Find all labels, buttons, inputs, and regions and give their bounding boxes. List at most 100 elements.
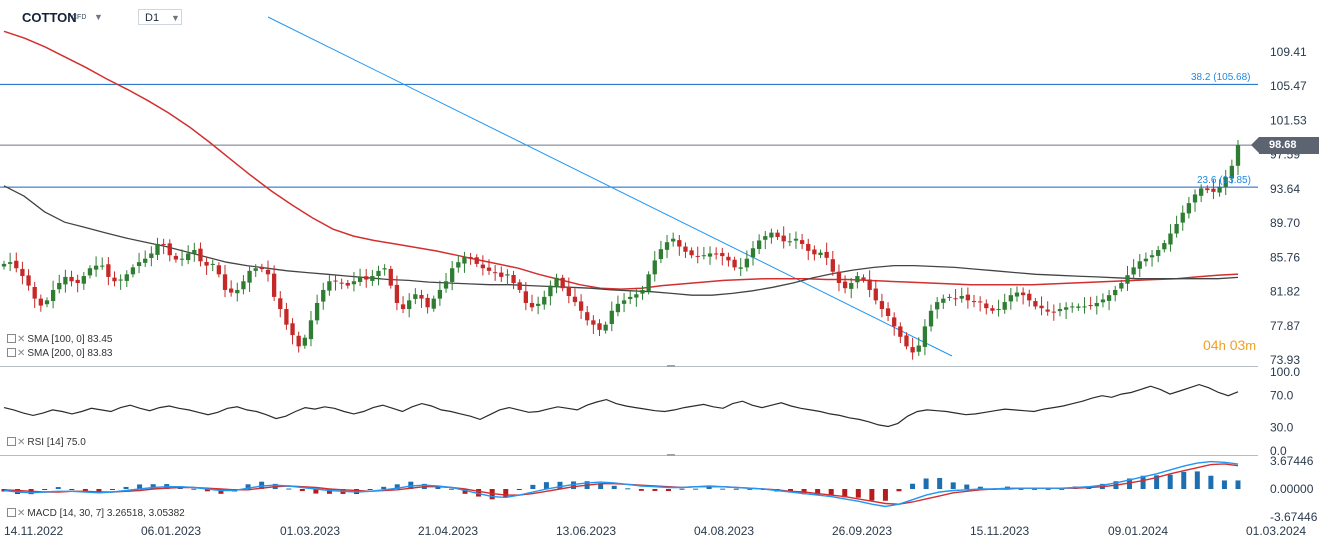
settings-icon[interactable] — [7, 334, 16, 343]
candle-body — [542, 296, 547, 305]
candle-body — [1076, 306, 1081, 308]
candle-body — [75, 279, 80, 283]
candle-body — [241, 281, 246, 290]
candle-body — [720, 252, 725, 257]
macd-histogram-bar — [842, 489, 848, 498]
macd-histogram-bar — [950, 482, 956, 489]
timeframe-select[interactable]: D1 ▼ — [138, 9, 182, 25]
symbol-dropdown-icon[interactable]: ▼ — [94, 12, 103, 22]
candle-body — [990, 308, 995, 311]
candle-body — [124, 274, 129, 281]
timeframe-chevron-down-icon[interactable]: ▼ — [171, 13, 180, 23]
candle-body — [756, 240, 762, 249]
close-icon[interactable]: ✕ — [17, 348, 26, 359]
candle-body — [81, 276, 86, 284]
macd-histogram-bar — [1194, 471, 1200, 489]
candle-body — [941, 298, 946, 303]
candle-body — [425, 297, 430, 308]
candle-body — [597, 323, 602, 330]
last-price-badge: 98.68 — [1251, 136, 1319, 154]
candle-body — [1, 263, 7, 267]
rsi-tick-label: 30.0 — [1270, 420, 1294, 434]
candle-body — [1027, 293, 1032, 301]
close-icon[interactable]: ✕ — [17, 334, 26, 345]
macd-histogram-bar — [137, 484, 143, 489]
sma100-legend-text: SMA [100, 0] 83.45 — [27, 334, 113, 345]
macd-legend[interactable]: ✕ MACD [14, 30, 7] 3.26518, 3.05382 — [7, 508, 185, 519]
candle-body — [763, 236, 768, 240]
candle-body — [333, 280, 338, 282]
candle-body — [136, 262, 142, 266]
candle-body — [253, 268, 258, 271]
settings-icon[interactable] — [7, 348, 16, 357]
candle-body — [1137, 261, 1142, 269]
candle-body — [928, 310, 934, 327]
candle-body — [93, 265, 99, 270]
close-icon[interactable]: ✕ — [17, 437, 26, 448]
sma200-legend[interactable]: ✕ SMA [200, 0] 83.83 — [7, 348, 112, 359]
macd-histogram-bar — [937, 478, 943, 489]
macd-histogram-bar — [462, 489, 468, 494]
candle-body — [155, 243, 160, 255]
candle-body — [44, 300, 50, 305]
candle-body — [69, 276, 74, 282]
settings-icon[interactable] — [7, 508, 16, 517]
close-icon[interactable]: ✕ — [17, 508, 26, 519]
macd-histogram-bar — [1154, 475, 1160, 489]
candle-body — [357, 276, 363, 282]
candle-body — [922, 326, 928, 347]
candle-body — [364, 276, 369, 280]
macd-histogram-bar — [245, 484, 251, 489]
macd-histogram-bar — [96, 489, 102, 492]
candle-body — [400, 304, 406, 310]
candle-body — [677, 240, 682, 247]
candle-body — [548, 285, 553, 297]
candle-body — [652, 260, 657, 275]
macd-histogram-bar — [1018, 488, 1024, 490]
candle-body — [849, 283, 854, 289]
macd-histogram-bar — [706, 486, 712, 489]
candle-body — [1106, 295, 1112, 301]
macd-histogram-bar — [747, 488, 753, 490]
candle-body — [806, 243, 811, 251]
macd-histogram-bar — [788, 489, 794, 492]
candle-body — [173, 255, 179, 260]
macd-histogram-bar — [69, 489, 75, 490]
candle-body — [1156, 250, 1161, 256]
candle-body — [1149, 255, 1155, 258]
rsi-legend[interactable]: ✕ RSI [14] 75.0 — [7, 437, 86, 448]
candle-body — [7, 262, 13, 264]
candle-body — [1162, 243, 1167, 250]
candle-body — [787, 241, 792, 243]
macd-histogram-bar — [55, 487, 61, 489]
macd-histogram-bar — [855, 489, 861, 498]
sma100-legend[interactable]: ✕ SMA [100, 0] 83.45 — [7, 334, 112, 345]
candle-body — [609, 310, 614, 324]
candle-body — [50, 289, 56, 302]
price-tick-label: 101.53 — [1270, 113, 1307, 127]
sma200-line — [3, 30, 1239, 290]
macd-line — [3, 460, 1239, 508]
candle-body — [1143, 258, 1149, 262]
candle-body — [265, 269, 271, 275]
candle-body — [161, 243, 166, 245]
macd-histogram-bar — [313, 489, 319, 494]
candle-body — [112, 277, 117, 282]
candle-body — [1045, 309, 1050, 312]
symbol-label[interactable]: COTTON — [22, 10, 77, 25]
candle-body — [578, 301, 584, 311]
candle-body — [523, 291, 528, 303]
candle-body — [738, 267, 743, 269]
candle-body — [689, 250, 694, 256]
candle-body — [621, 300, 627, 304]
candle-body — [450, 268, 455, 282]
candle-body — [271, 273, 277, 297]
candle-body — [885, 308, 891, 316]
date-tick-label: 13.06.2023 — [556, 524, 616, 538]
settings-icon[interactable] — [7, 437, 16, 446]
candle-body — [560, 277, 565, 289]
candle-body — [296, 335, 301, 347]
candle-body — [1002, 302, 1007, 310]
candle-body — [149, 253, 154, 258]
